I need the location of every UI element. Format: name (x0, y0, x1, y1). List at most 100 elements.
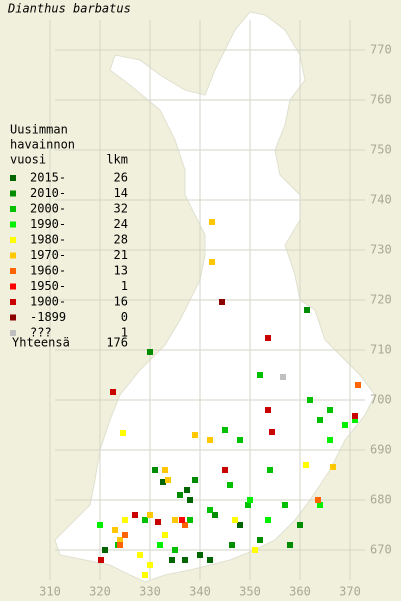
observation-square (98, 557, 104, 563)
observation-square (122, 517, 128, 523)
observation-square (177, 492, 183, 498)
observation-square (237, 437, 243, 443)
observation-square (304, 307, 310, 313)
y-tick-label: 720 (370, 293, 392, 307)
observation-square (192, 432, 198, 438)
observation-square (207, 507, 213, 513)
observation-square (172, 547, 178, 553)
observation-square (117, 542, 123, 548)
legend-count: 32 (114, 202, 128, 216)
legend-count: 16 (114, 295, 128, 309)
legend-swatch (10, 268, 16, 274)
observation-square (317, 417, 323, 423)
observation-square (184, 487, 190, 493)
observation-square (197, 552, 203, 558)
observation-square (172, 517, 178, 523)
legend-label: ??? (30, 326, 52, 340)
legend-swatch (10, 206, 16, 212)
observation-square (209, 219, 215, 225)
observation-square (120, 430, 126, 436)
legend-count: 13 (114, 264, 128, 278)
legend-swatch (10, 314, 16, 321)
observation-square (169, 557, 175, 563)
x-tick-label: 350 (239, 585, 261, 599)
observation-square (155, 519, 161, 525)
observation-square (117, 537, 123, 543)
observation-square (265, 517, 271, 523)
y-tick-label: 710 (370, 343, 392, 357)
legend-count: 21 (114, 248, 128, 262)
observation-square (307, 397, 313, 403)
y-tick-label: 740 (370, 193, 392, 207)
y-tick-label: 770 (370, 43, 392, 57)
legend-count-header: lkm (106, 153, 128, 167)
legend-label: 1970- (30, 248, 66, 262)
observation-square (137, 552, 143, 558)
x-tick-label: 310 (39, 585, 61, 599)
observation-square (257, 537, 263, 543)
y-tick-label: 730 (370, 243, 392, 257)
legend-label: -1899 (30, 310, 66, 324)
legend-swatch (10, 190, 16, 197)
observation-square (182, 522, 188, 528)
observation-square (222, 427, 228, 433)
observation-square (162, 467, 168, 473)
y-tick-label: 670 (370, 543, 392, 557)
observation-square (265, 407, 271, 413)
observation-square (142, 517, 148, 523)
observation-square (317, 502, 323, 508)
observation-square (252, 547, 258, 553)
observation-square (209, 259, 215, 265)
observation-square (97, 522, 103, 528)
legend-swatch (10, 283, 16, 290)
legend-label: 1950- (30, 279, 66, 293)
legend-count: 1 (121, 326, 128, 340)
observation-square (297, 522, 303, 528)
observation-square (355, 382, 361, 388)
observation-square (287, 542, 293, 548)
observation-square (147, 562, 153, 568)
observation-square (212, 512, 218, 518)
observation-square (187, 497, 193, 503)
x-tick-label: 330 (139, 585, 161, 599)
observation-square (280, 374, 286, 380)
observation-square (229, 542, 235, 548)
observation-square (282, 502, 288, 508)
observation-square (247, 497, 253, 503)
observation-square (269, 429, 275, 435)
observation-square (342, 422, 348, 428)
observation-square (147, 349, 153, 355)
observation-square (160, 479, 166, 485)
legend-count: 0 (121, 310, 128, 324)
legend-header: havainnon (10, 138, 75, 152)
observation-square (102, 547, 108, 553)
legend-swatch (10, 175, 16, 181)
legend-swatch (10, 252, 16, 259)
observation-square (110, 389, 116, 395)
y-tick-label: 700 (370, 393, 392, 407)
observation-square (152, 467, 158, 473)
legend-label: 1960- (30, 264, 66, 278)
observation-square (303, 462, 309, 468)
y-tick-label: 760 (370, 93, 392, 107)
x-tick-label: 320 (89, 585, 111, 599)
legend-label: 2015- (30, 171, 66, 185)
observation-square (265, 335, 271, 341)
legend-swatch (10, 221, 16, 228)
observation-square (327, 437, 333, 443)
observation-square (245, 502, 251, 508)
legend-label: 1900- (30, 295, 66, 309)
observation-square (147, 512, 153, 518)
grid: 310 320 330 340 350 360 3706706806907007107207… (39, 20, 392, 599)
y-tick-label: 680 (370, 493, 392, 507)
legend-count: 28 (114, 233, 128, 247)
legend-label: 2010- (30, 186, 66, 200)
x-tick-label: 370 (339, 585, 361, 599)
legend-total-label: Yhteensä (12, 336, 70, 350)
legend-label: 2000- (30, 202, 66, 216)
observation-square (112, 527, 118, 533)
legend-header: vuosi (10, 153, 46, 167)
legend-count: 14 (114, 186, 128, 200)
y-tick-label: 750 (370, 143, 392, 157)
